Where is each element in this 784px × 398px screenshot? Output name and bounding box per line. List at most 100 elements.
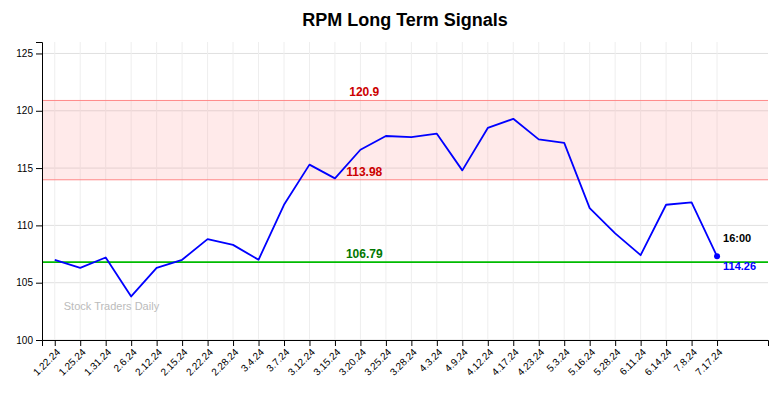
tick-mark: [55, 340, 56, 346]
tick-label: 5.28.24: [591, 346, 623, 378]
tick-label: 3.4.24: [239, 346, 267, 374]
watermark: Stock Traders Daily: [64, 300, 160, 312]
axis-line: [36, 43, 43, 341]
tick: 105: [16, 277, 42, 288]
tick-label: 3.15.24: [311, 346, 343, 378]
grid-line: [105, 42, 106, 340]
tick: 7.17.24: [693, 340, 725, 378]
tick: 115: [17, 163, 42, 174]
reference-line: [42, 179, 768, 180]
grid-line: [54, 42, 55, 340]
tick-mark: [36, 111, 42, 112]
tick-label: 125: [16, 48, 33, 59]
grid-line: [309, 42, 310, 340]
point-label: 16:00: [723, 232, 751, 244]
tick-mark: [692, 340, 693, 346]
tick-label: 4.12.24: [464, 346, 496, 378]
tick: 100: [16, 335, 42, 346]
plot: 1001051101151201251.22.241.25.241.31.242…: [16, 42, 768, 378]
tick: 4.3.24: [417, 340, 445, 374]
tick-mark: [80, 340, 81, 346]
tick-mark: [233, 340, 234, 346]
tick-label: 2.22.24: [184, 346, 216, 378]
grid-line: [42, 225, 768, 226]
grid-line: [42, 53, 768, 54]
grid-line: [258, 42, 259, 340]
grid-line: [513, 42, 514, 340]
tick: 4.23.24: [515, 340, 547, 378]
reference-label: 113.98: [346, 165, 382, 179]
tick-mark: [717, 340, 718, 346]
tick-mark: [615, 340, 616, 346]
grid-line: [462, 42, 463, 340]
tick-label: 115: [17, 163, 33, 174]
grid-line: [156, 42, 157, 340]
grid-line: [334, 42, 335, 340]
tick-mark: [539, 340, 540, 346]
tick-label: 3.12.24: [286, 346, 318, 378]
band: [42, 100, 768, 179]
grid-line: [385, 42, 386, 340]
tick-mark: [309, 340, 310, 346]
tick-mark: [641, 340, 642, 346]
tick-mark: [386, 340, 387, 346]
axis-line: [43, 341, 769, 347]
tick-mark: [36, 340, 42, 341]
tick: 120: [16, 105, 42, 116]
tick-mark: [106, 340, 107, 346]
tick-mark: [360, 340, 361, 346]
tick-mark: [36, 283, 42, 284]
tick-mark: [259, 340, 260, 346]
grid-line: [615, 42, 616, 340]
tick-mark: [666, 340, 667, 346]
reference-label: 120.9: [349, 85, 379, 99]
tick: 1.31.24: [82, 340, 114, 378]
tick-label: 105: [16, 277, 33, 288]
tick-mark: [411, 340, 412, 346]
tick-label: 2.15.24: [158, 346, 190, 378]
grid-line: [80, 42, 81, 340]
line: [55, 119, 717, 297]
tick-label: 1.31.24: [82, 346, 114, 378]
tick-label: 2.28.24: [209, 346, 241, 378]
grid-line: [717, 42, 718, 340]
grid-line: [284, 42, 285, 340]
tick-label: 3.20.24: [337, 346, 369, 378]
tick-label: 2.12.24: [133, 346, 165, 378]
tick: 6.14.24: [642, 340, 674, 378]
tick: 110: [17, 220, 42, 231]
tick-label: 1.22.24: [31, 346, 63, 378]
reference-line: [42, 100, 768, 101]
tick-mark: [36, 225, 42, 226]
tick-label: 4.17.24: [489, 346, 521, 378]
grid-line: [589, 42, 590, 340]
marks: [42, 100, 768, 296]
tick-label: 4.23.24: [515, 346, 547, 378]
chart: 1001051101151201251.22.241.25.241.31.242…: [0, 0, 784, 398]
grid-line: [640, 42, 641, 340]
grid-line: [207, 42, 208, 340]
tick-mark: [488, 340, 489, 346]
tick-mark: [335, 340, 336, 346]
tick-mark: [182, 340, 183, 346]
grid: [42, 42, 768, 340]
tick-mark: [36, 168, 42, 169]
tick-mark: [462, 340, 463, 346]
tick-label: 5.16.24: [566, 346, 598, 378]
tick-mark: [131, 340, 132, 346]
tick-label: 4.3.24: [417, 346, 445, 374]
tick-mark: [157, 340, 158, 346]
grid-line: [564, 42, 565, 340]
tick: 3.28.24: [388, 340, 420, 378]
reference-label: 106.79: [346, 247, 383, 261]
grid-line: [182, 42, 183, 340]
tick-label: 3.28.24: [388, 346, 420, 378]
tick-mark: [284, 340, 285, 346]
tick-mark: [513, 340, 514, 346]
point-label: 114.26: [723, 260, 756, 272]
y-axis: 100 105 110 115 120 125: [16, 43, 42, 346]
tick-mark: [564, 340, 565, 346]
tick: 2.28.24: [209, 340, 241, 378]
grid-line: [487, 42, 488, 340]
tick-mark: [437, 340, 438, 346]
